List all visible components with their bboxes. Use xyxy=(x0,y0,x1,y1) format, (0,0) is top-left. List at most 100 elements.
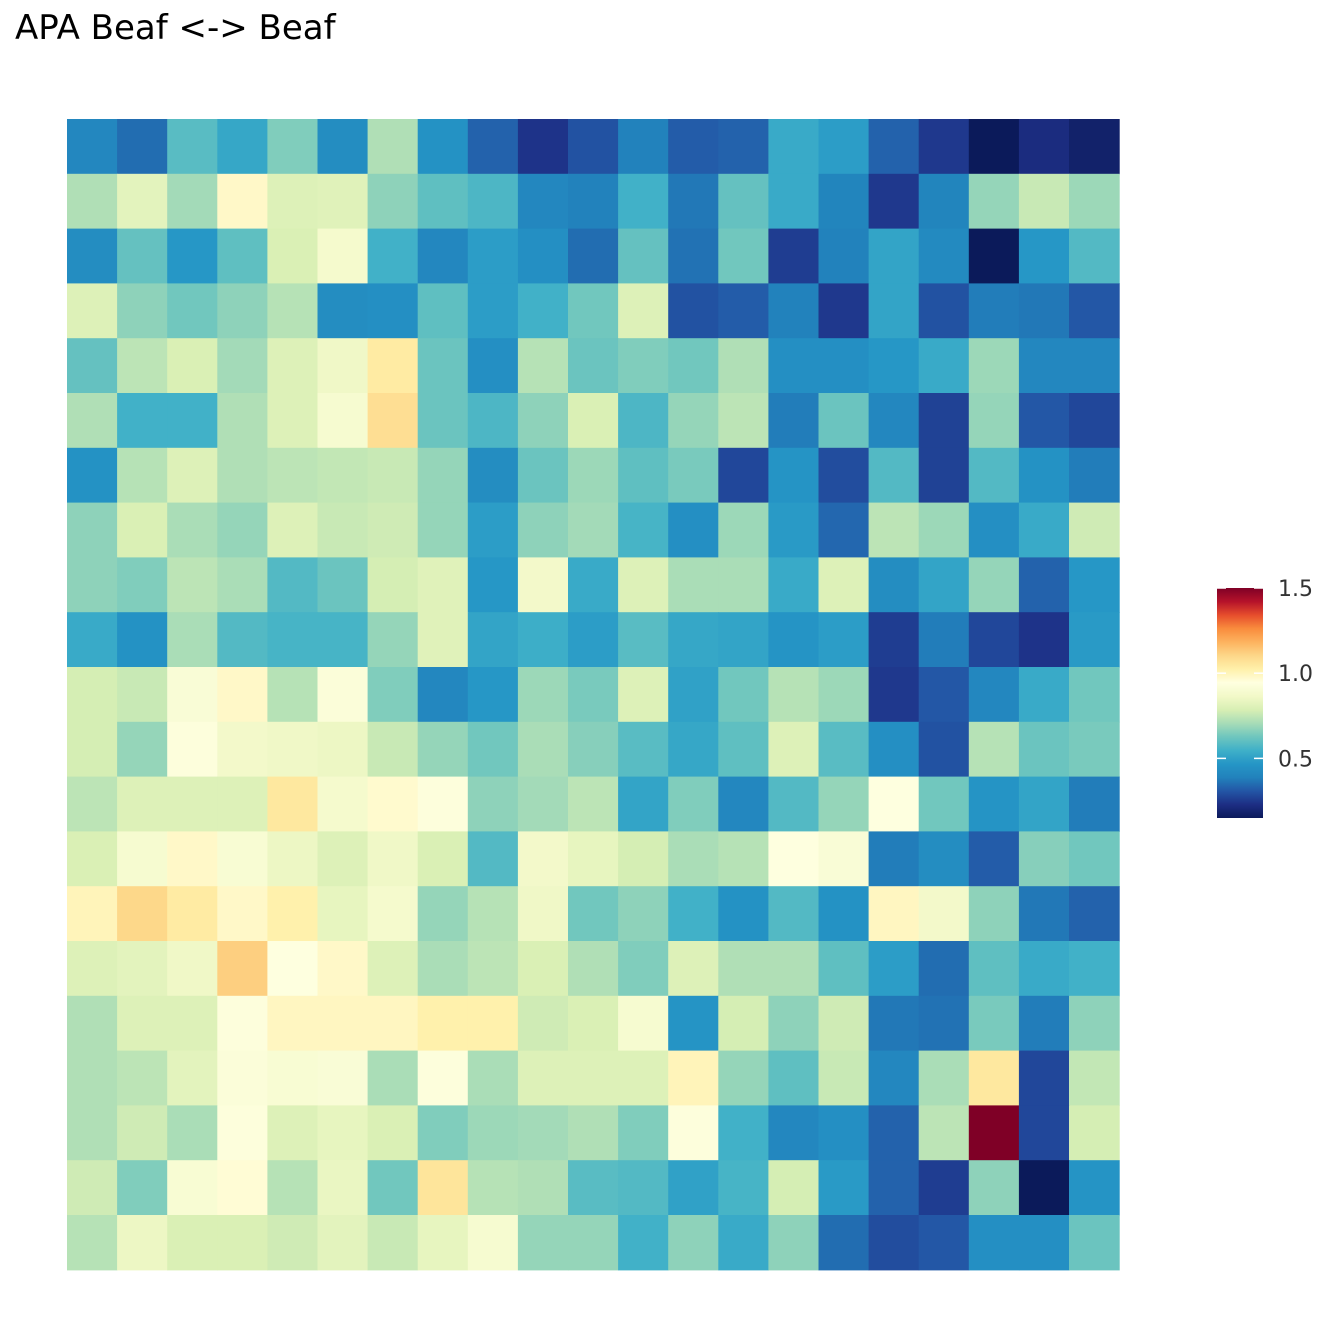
heatmap-cell xyxy=(467,831,519,887)
heatmap-cell xyxy=(1069,557,1120,613)
heatmap-cell xyxy=(117,612,168,668)
heatmap-cell xyxy=(367,886,419,942)
heatmap-cell xyxy=(417,557,469,613)
heatmap-cell xyxy=(317,228,369,284)
heatmap-cell xyxy=(818,721,870,778)
heatmap-cell xyxy=(968,1050,1020,1106)
heatmap-cell xyxy=(768,612,820,668)
heatmap-cell xyxy=(718,283,769,339)
legend-colorbar xyxy=(1217,588,1263,818)
heatmap-cell xyxy=(217,393,268,449)
heatmap-cell xyxy=(718,502,769,558)
heatmap-cell xyxy=(167,502,218,558)
heatmap-cell xyxy=(217,173,268,230)
heatmap-cell xyxy=(718,1050,769,1106)
heatmap-cell xyxy=(267,721,319,778)
heatmap-cell xyxy=(217,886,268,942)
heatmap-cell xyxy=(618,1215,669,1271)
heatmap-cell xyxy=(868,721,920,778)
heatmap-cell xyxy=(367,447,419,504)
heatmap-cell xyxy=(1018,721,1070,778)
heatmap-cell xyxy=(618,228,669,284)
heatmap-cell xyxy=(568,557,619,613)
heatmap-cell xyxy=(167,338,218,394)
heatmap-cell xyxy=(868,393,920,449)
heatmap-cell xyxy=(968,1105,1020,1161)
heatmap-cell xyxy=(417,995,469,1052)
heatmap-cell xyxy=(1018,283,1070,339)
legend-tick-label: 1.5 xyxy=(1278,577,1313,602)
heatmap-cell xyxy=(618,776,669,832)
heatmap-cell xyxy=(417,941,469,997)
heatmap-cell xyxy=(117,1105,168,1161)
heatmap-cell xyxy=(117,831,168,887)
heatmap-cell xyxy=(317,612,369,668)
heatmap-cell xyxy=(868,776,920,832)
heatmap-cell xyxy=(467,1215,519,1271)
heatmap-cell xyxy=(618,447,669,504)
heatmap-cell xyxy=(417,119,469,175)
heatmap-cell xyxy=(818,995,870,1052)
heatmap-cell xyxy=(718,667,769,723)
heatmap-cell xyxy=(568,283,619,339)
heatmap-cell xyxy=(718,447,769,504)
heatmap-cell xyxy=(117,721,168,778)
heatmap-cell xyxy=(1018,173,1070,230)
heatmap-cell xyxy=(67,667,118,723)
heatmap-cell xyxy=(367,557,419,613)
heatmap-cell xyxy=(267,228,319,284)
heatmap-cell xyxy=(1018,886,1070,942)
heatmap-cell xyxy=(668,886,719,942)
heatmap-cell xyxy=(668,228,719,284)
heatmap-cell xyxy=(117,338,168,394)
heatmap-cell xyxy=(818,119,870,175)
heatmap-cell xyxy=(217,1215,268,1271)
heatmap-cell xyxy=(67,447,118,504)
heatmap-cell xyxy=(517,447,569,504)
heatmap-cell xyxy=(317,557,369,613)
heatmap-cell xyxy=(818,228,870,284)
heatmap-cell xyxy=(217,721,268,778)
heatmap-cell xyxy=(367,228,419,284)
heatmap-cell xyxy=(868,1160,920,1216)
heatmap-cell xyxy=(868,1050,920,1106)
heatmap-cell xyxy=(417,612,469,668)
heatmap-cell xyxy=(167,557,218,613)
heatmap-cell xyxy=(167,1215,218,1271)
heatmap-cell xyxy=(217,612,268,668)
heatmap-cell xyxy=(568,831,619,887)
heatmap-cell xyxy=(67,831,118,887)
heatmap-cell xyxy=(718,721,769,778)
heatmap-cell xyxy=(818,831,870,887)
heatmap-cell xyxy=(517,776,569,832)
heatmap-cell xyxy=(467,557,519,613)
heatmap-cell xyxy=(417,1215,469,1271)
heatmap-cell xyxy=(568,721,619,778)
heatmap-cell xyxy=(968,721,1020,778)
heatmap-cell xyxy=(417,447,469,504)
heatmap-cell xyxy=(67,1105,118,1161)
heatmap-cell xyxy=(668,393,719,449)
heatmap-cell xyxy=(668,831,719,887)
heatmap-cell xyxy=(818,612,870,668)
heatmap-cell xyxy=(217,1160,268,1216)
heatmap-cell xyxy=(668,338,719,394)
heatmap-cell xyxy=(67,228,118,284)
heatmap-cell xyxy=(768,447,820,504)
heatmap-cell xyxy=(668,721,719,778)
heatmap-cell xyxy=(1069,1160,1120,1216)
heatmap-cell xyxy=(1018,941,1070,997)
heatmap-cell xyxy=(1018,557,1070,613)
heatmap-cell xyxy=(718,831,769,887)
heatmap-cell xyxy=(768,393,820,449)
heatmap-cell xyxy=(167,831,218,887)
heatmap-cell xyxy=(217,119,268,175)
heatmap-cell xyxy=(367,831,419,887)
heatmap-cells xyxy=(67,119,1120,1271)
heatmap-cell xyxy=(918,612,970,668)
heatmap-cell xyxy=(818,1050,870,1106)
heatmap-cell xyxy=(417,886,469,942)
heatmap-cell xyxy=(217,228,268,284)
heatmap-cell xyxy=(517,941,569,997)
heatmap-cell xyxy=(67,393,118,449)
